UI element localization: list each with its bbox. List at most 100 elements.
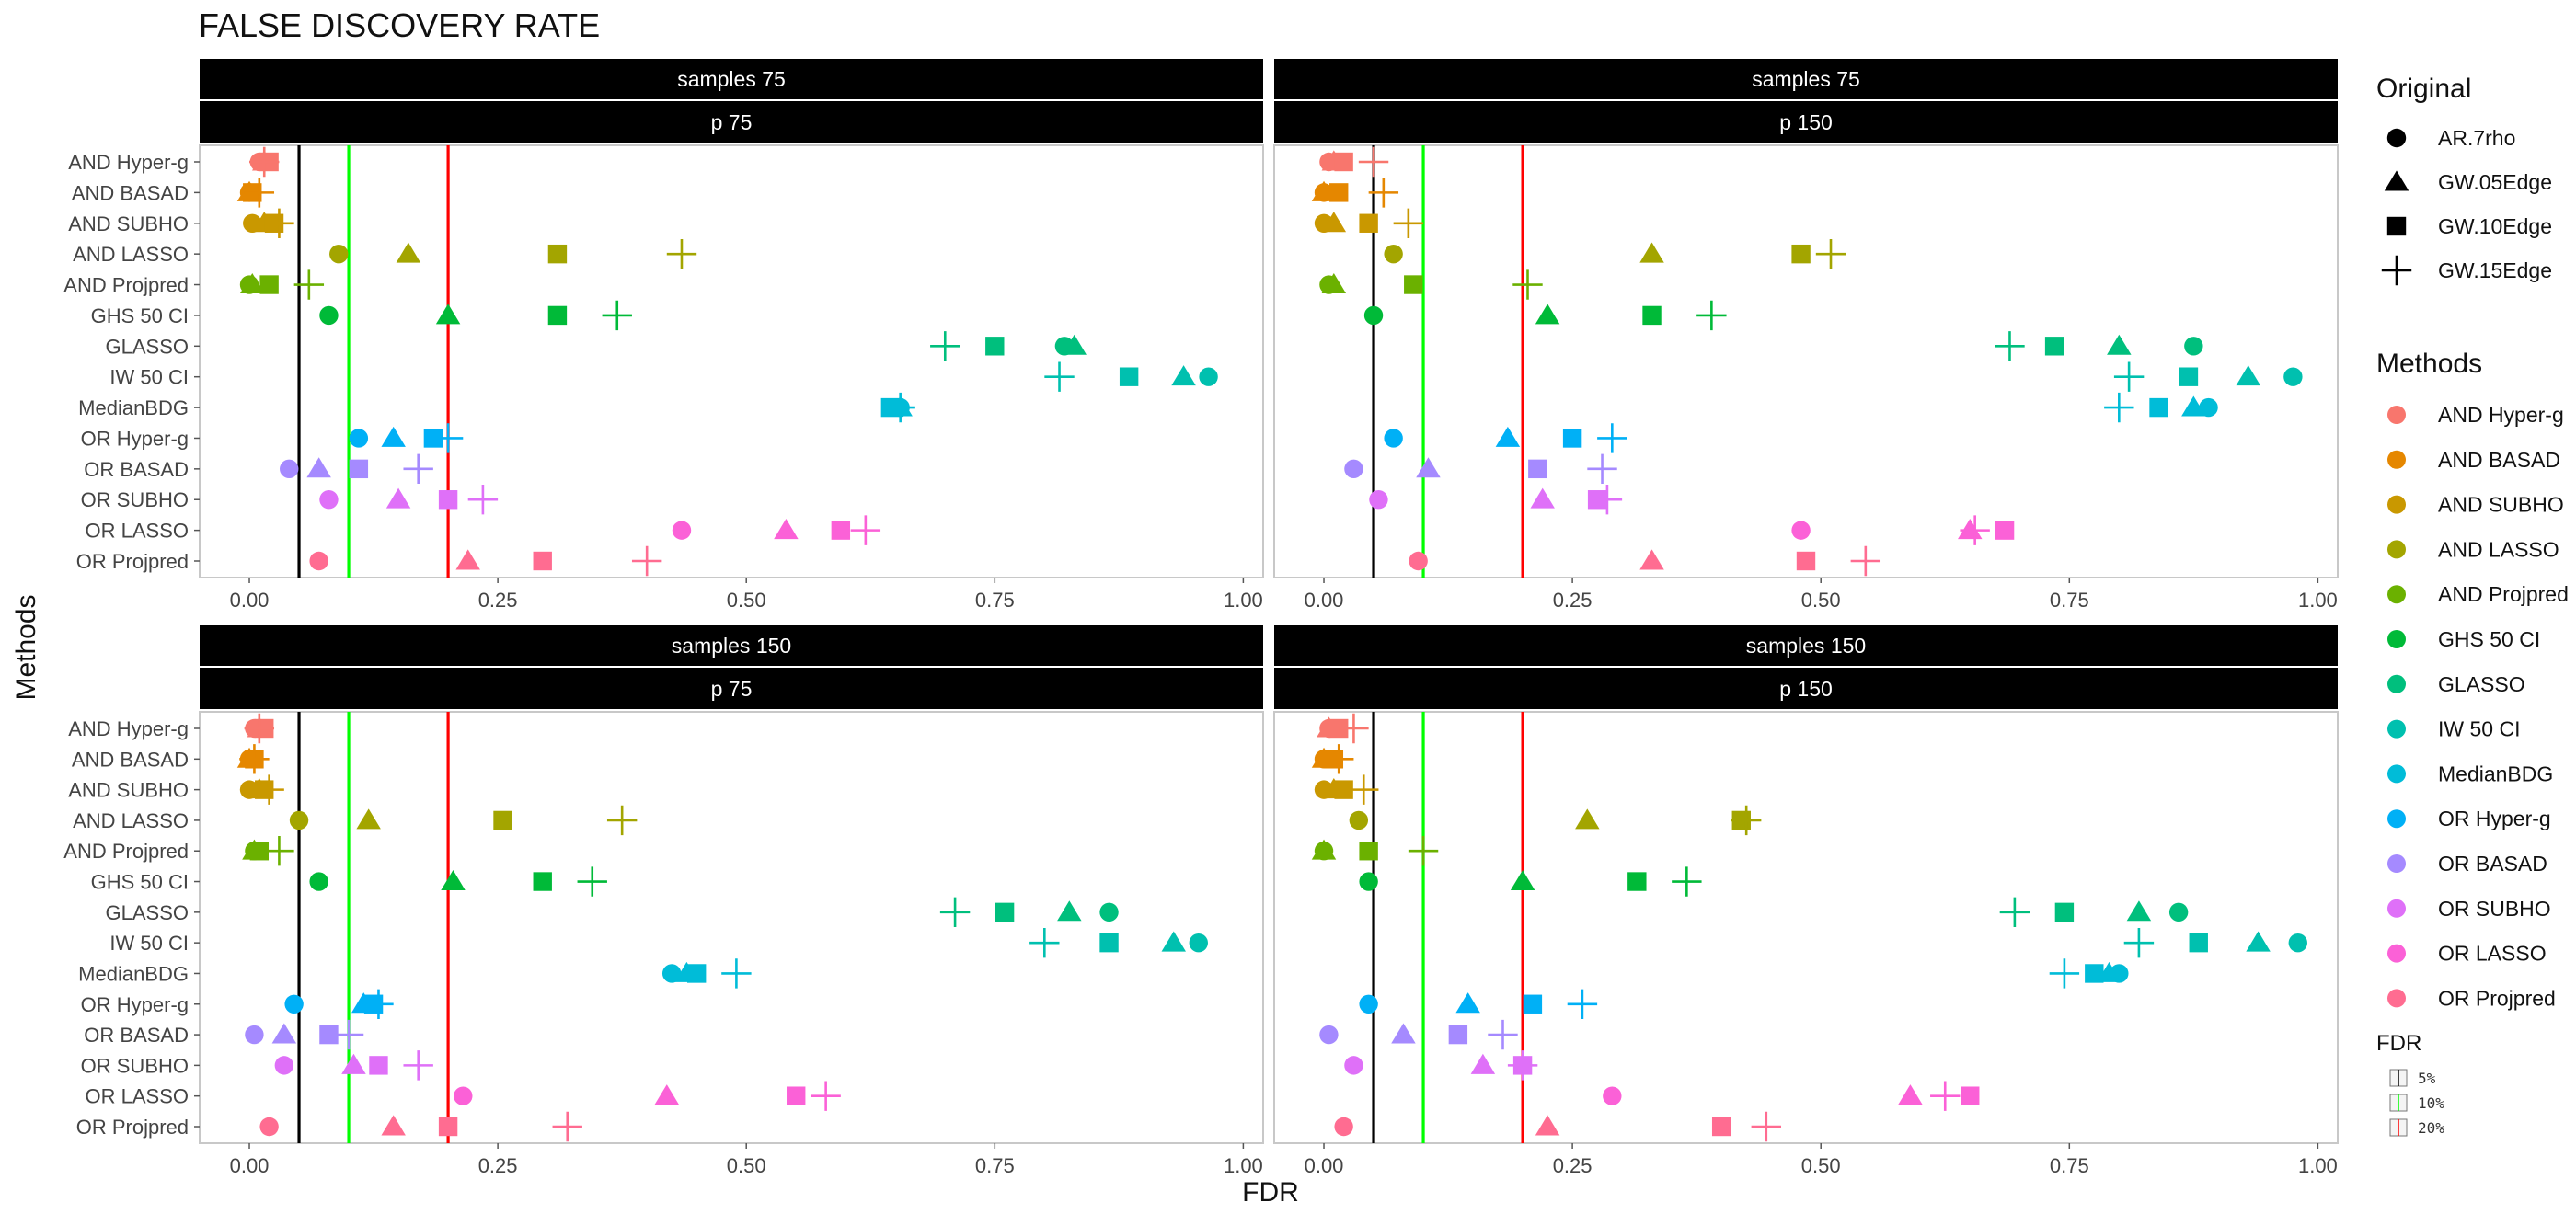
- strip-top-bg: [200, 59, 1263, 99]
- point-and-lasso-gw-05edge: [356, 808, 381, 830]
- y-tick-label: AND Projpred: [63, 840, 189, 863]
- point-or-hyper-g-ar-7rho: [1384, 429, 1403, 448]
- y-tick-label: AND Hyper-g: [68, 151, 189, 174]
- point-or-projpred-gw-05edge: [381, 1115, 406, 1136]
- point-glasso-ar-7rho: [1099, 902, 1119, 922]
- point-or-projpred-ar-7rho: [1334, 1117, 1353, 1137]
- strip-bottom-bg: [1274, 101, 2338, 143]
- point-or-lasso-gw-15edge: [811, 1081, 841, 1111]
- legend-fdr-title: FDR: [2376, 1031, 2421, 1056]
- point-or-basad-gw-15edge: [1587, 453, 1617, 485]
- legend-method-dot-or-hyper-g: [2387, 809, 2406, 829]
- point-and-projpred-gw-05edge: [240, 272, 265, 293]
- point-or-hyper-g-gw-15edge: [432, 423, 464, 453]
- point-or-basad-gw-10edge: [1528, 459, 1547, 479]
- point-or-lasso-ar-7rho: [1791, 521, 1811, 540]
- point-ghs-50-ci-gw-05edge: [441, 869, 466, 890]
- point-or-projpred-gw-15edge: [631, 545, 662, 577]
- point-or-subho-gw-15edge: [1507, 1050, 1538, 1081]
- y-tick-label: AND BASAD: [72, 181, 189, 204]
- point-glasso-gw-10edge: [2054, 902, 2075, 922]
- strip-bottom-bg: [200, 101, 1263, 143]
- legend-method-label: GHS 50 CI: [2438, 627, 2540, 651]
- point-or-projpred-ar-7rho: [1409, 551, 1428, 571]
- point-and-subho-gw-15edge: [264, 208, 294, 238]
- point-or-subho-gw-05edge: [1470, 1053, 1496, 1074]
- point-and-lasso-gw-10edge: [547, 244, 568, 264]
- legend-original-title: Original: [2376, 74, 2471, 104]
- point-or-hyper-g-ar-7rho: [349, 429, 369, 448]
- point-or-projpred-ar-7rho: [259, 1117, 279, 1137]
- point-and-hyper-g-gw-15edge: [1339, 713, 1369, 744]
- legend: Original AR.7rho GW.05Edge GW.10Edge GW.15E…: [2376, 74, 2569, 1137]
- legend-method-dot-or-subho: [2387, 899, 2406, 918]
- point-and-hyper-g-gw-10edge: [1329, 718, 1349, 739]
- point-or-basad-gw-10edge: [349, 459, 369, 479]
- x-tick-label: 1.00: [1224, 589, 1263, 612]
- strip-top-label: samples 150: [672, 634, 791, 658]
- point-glasso-ar-7rho: [2168, 902, 2189, 922]
- point-and-lasso-gw-05edge: [1639, 242, 1664, 263]
- point-or-basad-gw-05edge: [1416, 457, 1441, 478]
- point-and-basad-gw-10edge: [1329, 183, 1349, 202]
- y-tick-label: AND Hyper-g: [68, 717, 189, 740]
- point-or-projpred-gw-10edge: [1711, 1117, 1731, 1137]
- point-iw-50-ci-gw-05edge: [2246, 931, 2271, 952]
- y-tick-label: AND BASAD: [72, 748, 189, 771]
- point-and-hyper-g-gw-10edge: [1334, 152, 1353, 172]
- point-or-projpred-gw-05edge: [1535, 1115, 1560, 1136]
- point-or-lasso-gw-15edge: [850, 515, 881, 545]
- y-tick-label: IW 50 CI: [109, 932, 189, 955]
- y-tick-label: AND SUBHO: [68, 779, 189, 802]
- point-or-subho-gw-10edge: [369, 1056, 388, 1075]
- x-tick-label: 0.50: [1801, 1154, 1841, 1177]
- point-or-hyper-g-ar-7rho: [284, 994, 304, 1014]
- point-ghs-50-ci-ar-7rho: [319, 305, 339, 326]
- x-tick-label: 0.25: [478, 1154, 518, 1177]
- point-ghs-50-ci-gw-10edge: [533, 872, 552, 891]
- legend-fdr-label: 20%: [2418, 1119, 2444, 1137]
- point-and-lasso-ar-7rho: [329, 244, 349, 264]
- point-and-projpred-gw-05edge: [1321, 272, 1347, 293]
- x-tick-label: 0.75: [2050, 589, 2089, 612]
- point-and-subho-gw-10edge: [1334, 780, 1353, 799]
- point-and-lasso-gw-15edge: [606, 805, 638, 836]
- point-glasso-gw-10edge: [985, 337, 1005, 356]
- point-or-hyper-g-gw-15edge: [1567, 989, 1598, 1019]
- point-iw-50-ci-gw-10edge: [2179, 367, 2199, 386]
- point-glasso-gw-05edge: [1057, 900, 1082, 922]
- point-and-hyper-g-gw-15edge: [244, 713, 275, 744]
- x-tick-label: 0.50: [727, 589, 766, 612]
- point-and-projpred-gw-15edge: [293, 269, 325, 300]
- point-and-projpred-gw-15edge: [1512, 269, 1543, 300]
- point-iw-50-ci-gw-15edge: [1044, 361, 1075, 392]
- x-tick-label: 1.00: [2298, 1154, 2338, 1177]
- point-or-lasso-gw-05edge: [1898, 1084, 1923, 1105]
- y-tick-label: OR BASAD: [84, 458, 189, 481]
- point-and-projpred-gw-15edge: [1408, 836, 1439, 866]
- point-ghs-50-ci-ar-7rho: [309, 872, 328, 891]
- point-or-subho-gw-05edge: [341, 1053, 366, 1074]
- point-and-subho-gw-15edge: [1393, 208, 1424, 238]
- point-and-subho-gw-15edge: [1349, 774, 1379, 805]
- y-tick-label: OR BASAD: [84, 1024, 189, 1047]
- point-and-lasso-gw-10edge: [1791, 244, 1811, 264]
- strip-bottom-bg: [1274, 668, 2338, 709]
- legend-method-label: AND Projpred: [2438, 582, 2569, 606]
- point-glasso-gw-15edge: [1995, 331, 2025, 361]
- point-or-basad-ar-7rho: [1344, 459, 1363, 479]
- point-glasso-gw-05edge: [2126, 900, 2152, 922]
- legend-method-dot-or-projpred: [2387, 989, 2406, 1008]
- point-glasso-gw-15edge: [1999, 897, 2030, 928]
- y-tick-label: GLASSO: [106, 901, 189, 924]
- legend-method-dot-or-lasso: [2387, 944, 2406, 963]
- y-tick-label: IW 50 CI: [109, 366, 189, 389]
- point-glasso-gw-05edge: [2107, 334, 2132, 355]
- point-or-hyper-g-gw-10edge: [1523, 994, 1543, 1014]
- point-or-lasso-gw-10edge: [1995, 521, 2015, 540]
- point-and-projpred-gw-15edge: [264, 836, 294, 866]
- point-and-lasso-ar-7rho: [289, 810, 309, 830]
- point-or-lasso-ar-7rho: [1603, 1086, 1622, 1105]
- point-or-subho-ar-7rho: [1369, 490, 1388, 510]
- x-axis-title: FDR: [1242, 1177, 1299, 1208]
